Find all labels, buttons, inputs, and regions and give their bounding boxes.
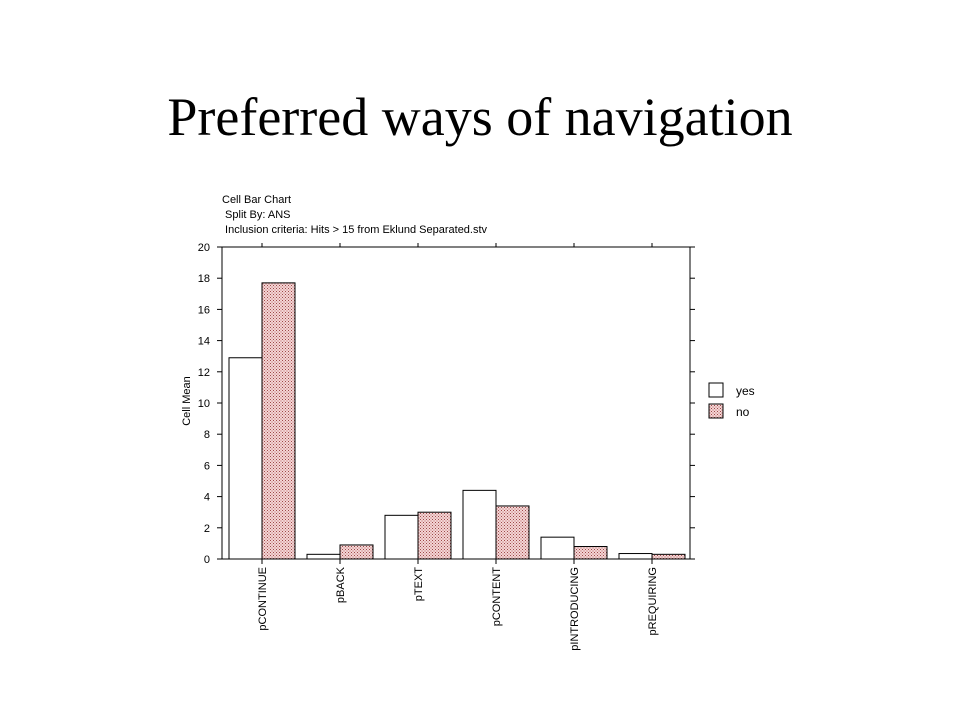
x-tick-label-pINTRODUCING: pINTRODUCING: [569, 567, 581, 651]
x-tick-label-pTEXT: pTEXT: [413, 567, 425, 602]
bar-no-pCONTINUE: [261, 282, 296, 560]
y-tick-label: 2: [204, 523, 210, 535]
chart-split-by: Split By: ANS: [222, 209, 291, 221]
bar-no-pCONTENT: [495, 505, 530, 560]
bar-no-pINTRODUCING: [573, 546, 608, 560]
bar-yes-pCONTENT: [462, 489, 497, 560]
x-tick-label-pREQUIRING: pREQUIRING: [647, 567, 659, 635]
chart-header: Cell Bar Chart Split By: ANS Inclusion c…: [222, 193, 487, 238]
y-tick-label: 6: [204, 460, 210, 472]
y-tick-label: 10: [198, 398, 210, 410]
legend-swatch-yes: [708, 382, 724, 398]
chart-title: Cell Bar Chart: [222, 194, 292, 206]
y-tick-label: 8: [204, 429, 210, 441]
legend-swatch-no: [708, 403, 724, 419]
x-tick-label-pBACK: pBACK: [335, 566, 347, 603]
y-tick-label: 0: [204, 554, 210, 566]
bar-yes-pREQUIRING: [618, 553, 653, 560]
y-axis-title: Cell Mean: [181, 376, 193, 426]
bar-yes-pBACK: [306, 553, 341, 560]
bar-no-pREQUIRING: [651, 553, 686, 560]
bar-no-pTEXT: [417, 511, 452, 560]
legend-label-no: no: [736, 405, 750, 419]
bar-yes-pCONTINUE: [228, 357, 263, 560]
slide-title: Preferred ways of navigation: [167, 87, 793, 147]
x-tick-label-pCONTINUE: pCONTINUE: [257, 567, 269, 631]
y-tick-label: 12: [198, 367, 210, 379]
y-tick-label: 16: [198, 304, 210, 316]
x-tick-label-pCONTENT: pCONTENT: [491, 567, 503, 627]
y-tick-label: 20: [198, 242, 210, 254]
bar-no-pBACK: [339, 544, 374, 560]
y-tick-label: 18: [198, 273, 210, 285]
chart-inclusion-criteria: Inclusion criteria: Hits > 15 from Eklun…: [222, 224, 488, 236]
legend-label-yes: yes: [736, 384, 755, 398]
bar-yes-pTEXT: [384, 514, 419, 560]
y-tick-label: 14: [198, 336, 210, 348]
bar-yes-pINTRODUCING: [540, 536, 575, 560]
y-tick-label: 4: [204, 492, 210, 504]
